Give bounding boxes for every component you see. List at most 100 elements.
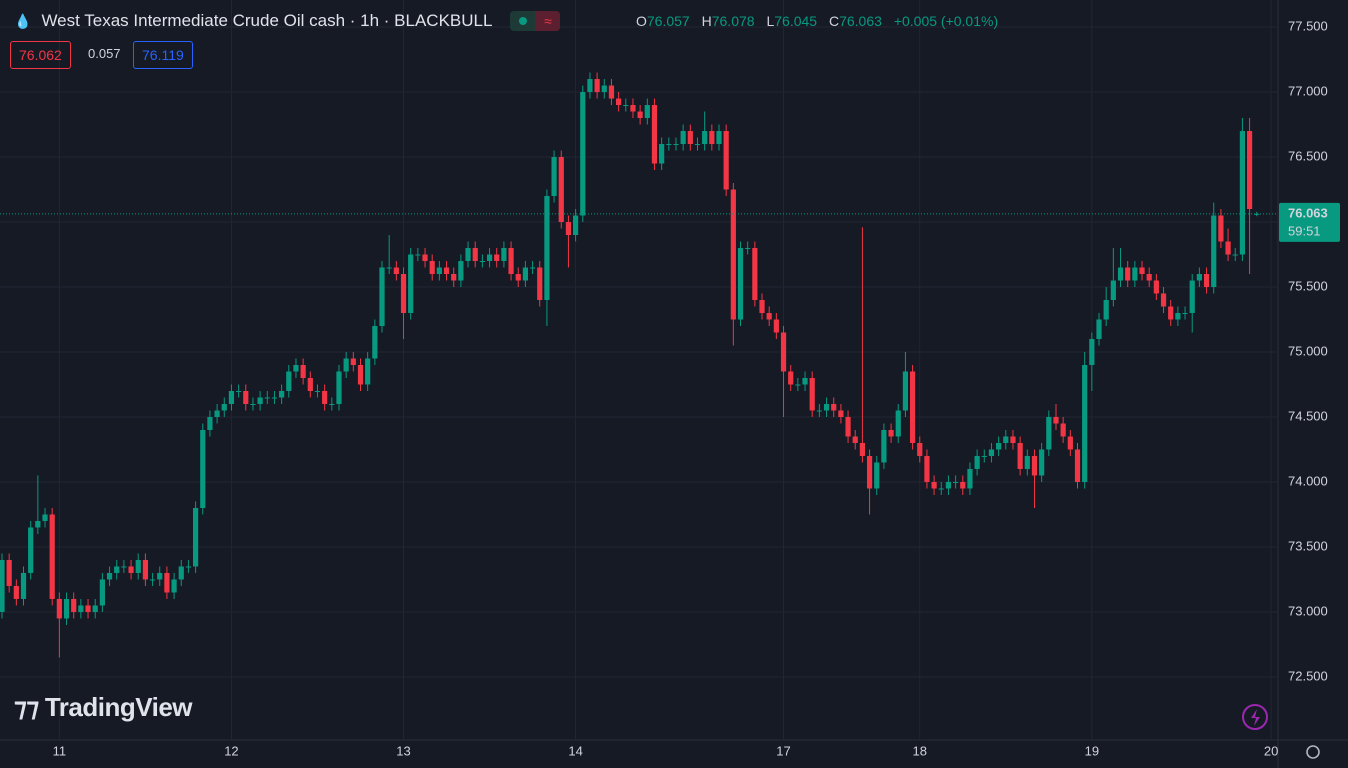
x-tick-label: 13 <box>396 743 410 758</box>
high-label: H <box>701 13 712 29</box>
status-badges[interactable]: ≈ <box>510 11 561 31</box>
candle-body <box>881 429 887 463</box>
y-tick-label: 77.000 <box>1288 83 1328 98</box>
candle-body <box>164 572 170 593</box>
candle-body <box>436 267 442 275</box>
candle-body <box>494 254 500 262</box>
buy-price[interactable]: 76.119 <box>133 41 193 69</box>
candle-body <box>357 364 364 385</box>
candle-body <box>816 410 822 412</box>
candle-body <box>350 358 356 365</box>
candle-body <box>28 527 34 573</box>
candle-body <box>106 572 113 580</box>
symbol-header: 💧 West Texas Intermediate Crude Oil cash… <box>14 10 561 32</box>
candle-body <box>565 222 572 236</box>
candle-body <box>13 585 19 599</box>
candle-body <box>1060 423 1066 437</box>
y-tick-label: 75.000 <box>1288 343 1328 358</box>
candle-body <box>228 390 235 404</box>
candle-body <box>630 105 636 112</box>
candle-body <box>149 579 156 581</box>
lightning-button[interactable] <box>1242 704 1268 730</box>
candle-body <box>967 468 973 489</box>
candle-body <box>135 559 141 573</box>
candle-body <box>451 274 457 281</box>
candle-body <box>580 92 586 216</box>
oil-icon: 💧 <box>14 12 32 29</box>
overlay: 72.500 73.000 73.500 74.000 74.500 75.000 75.5… <box>0 18 1340 758</box>
candle-body <box>1024 455 1030 469</box>
candle-body <box>56 598 62 619</box>
candle-body <box>766 313 772 320</box>
candle-body <box>895 410 901 437</box>
candle-body <box>393 267 399 275</box>
candle-body <box>293 364 299 372</box>
close-value: 76.063 <box>839 13 882 29</box>
candle-body <box>200 429 206 508</box>
candle-body <box>286 371 292 391</box>
candle-body <box>1246 131 1253 210</box>
candle-body <box>99 579 105 606</box>
candle-body <box>372 326 378 359</box>
candle-body <box>809 377 815 411</box>
candle-body <box>608 85 615 99</box>
low-value: 76.045 <box>774 13 818 29</box>
candle-body <box>1096 319 1102 339</box>
candle-body <box>42 514 48 521</box>
x-tick-label: 17 <box>776 743 790 758</box>
candle-body <box>888 429 894 437</box>
candle-body <box>522 267 529 281</box>
candle-body <box>594 79 600 93</box>
candle-body <box>257 397 263 404</box>
open-value: 76.057 <box>646 13 690 29</box>
candle-body <box>1175 313 1181 320</box>
candle-body <box>1160 293 1167 307</box>
candle-body <box>716 131 722 145</box>
candle-body <box>1132 267 1138 281</box>
candle-body <box>408 254 414 314</box>
candle-body <box>831 403 837 411</box>
x-tick-label: 20 <box>1264 743 1278 758</box>
symbol-title[interactable]: West Texas Intermediate Crude Oil cash ·… <box>41 11 493 30</box>
sell-price[interactable]: 76.062 <box>10 41 71 69</box>
candle-body <box>874 462 880 489</box>
candle-body <box>759 300 765 314</box>
candle-body <box>1153 280 1159 294</box>
candle-body <box>938 488 944 490</box>
candle-body <box>422 254 428 262</box>
candle-body <box>336 371 342 404</box>
candle-body <box>1039 449 1045 476</box>
candle-body <box>207 416 213 430</box>
candle-body <box>1067 436 1073 450</box>
x-tick-label: 11 <box>53 743 67 758</box>
candle-body <box>365 358 371 385</box>
candle-body <box>996 442 1002 450</box>
candle-body <box>795 384 801 386</box>
candle-body <box>974 455 980 469</box>
candle-body <box>680 131 686 145</box>
candle-body <box>931 481 937 489</box>
candle-body <box>902 371 909 411</box>
settings-button[interactable] <box>1306 745 1320 759</box>
candle-body <box>852 436 858 443</box>
candle-body <box>20 572 27 599</box>
candle-body <box>214 410 220 417</box>
y-tick-label: 74.000 <box>1288 473 1328 488</box>
candle-body <box>1139 267 1145 275</box>
candle-body <box>694 144 701 146</box>
candle-body <box>63 598 70 619</box>
candle-body <box>192 507 199 567</box>
candle-body <box>802 377 808 385</box>
candle-body <box>644 105 650 119</box>
candle-body <box>1031 455 1038 476</box>
open-label: O <box>636 13 647 29</box>
candle-body <box>71 598 77 612</box>
candle-body <box>544 196 550 301</box>
y-tick-label: 75.500 <box>1288 278 1328 293</box>
candle-body <box>529 267 536 269</box>
candle-body <box>838 410 844 417</box>
candles <box>0 72 1260 658</box>
candle-body <box>551 157 557 197</box>
